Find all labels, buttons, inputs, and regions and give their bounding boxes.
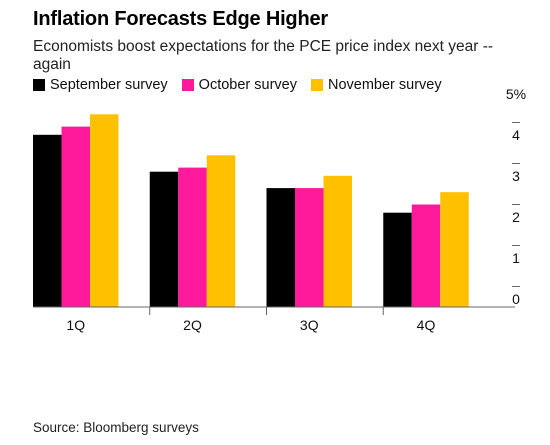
bar-october-4q (411, 204, 441, 307)
legend-item-october: October survey (181, 77, 297, 93)
y-tick-label: 4 (512, 127, 520, 143)
bar-november-1q (90, 114, 119, 307)
bar-october-2q (178, 167, 207, 307)
bar-november-2q (206, 155, 236, 307)
legend-swatch-october (181, 79, 194, 91)
y-tick-label: 0 (512, 291, 520, 307)
legend-swatch-november (311, 79, 323, 91)
x-tick-label: 4Q (417, 317, 436, 333)
x-tick-label: 1Q (66, 317, 85, 333)
chart-title: Inflation Forecasts Edge Higher (33, 8, 328, 30)
legend: September survey October survey November… (33, 77, 456, 93)
y-tick-label: 2 (512, 209, 520, 225)
legend-swatch-september (33, 79, 45, 91)
chart-subtitle: Economists boost expectations for the PC… (33, 38, 494, 73)
x-tick-label: 3Q (300, 317, 319, 333)
y-tick-label: 3 (512, 168, 520, 184)
bar-september-1q (33, 134, 62, 307)
source-note: Source: Bloomberg surveys (33, 420, 199, 435)
legend-label-november: November survey (328, 77, 442, 93)
bar-november-3q (323, 175, 352, 307)
legend-item-september: September survey (33, 77, 168, 93)
bar-september-3q (266, 188, 295, 307)
y-tick-label: 1 (512, 250, 520, 266)
legend-label-october: October survey (198, 77, 297, 93)
bar-november-4q (440, 192, 469, 307)
bar-october-3q (295, 188, 324, 307)
bar-september-4q (383, 212, 412, 307)
legend-label-september: September survey (50, 77, 168, 93)
legend-item-november: November survey (311, 77, 442, 93)
bar-october-1q (61, 126, 90, 307)
bar-september-2q (149, 171, 179, 307)
y-tick-label: 5% (506, 86, 526, 102)
x-tick-label: 2Q (183, 317, 202, 333)
